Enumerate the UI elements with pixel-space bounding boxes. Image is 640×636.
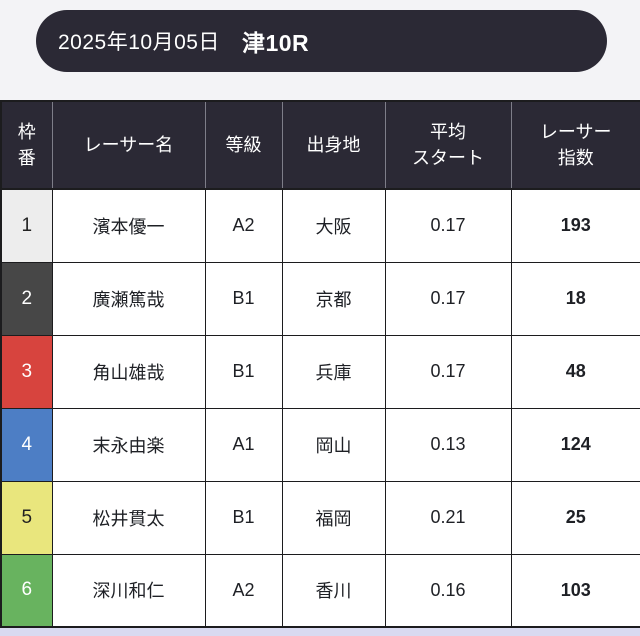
frame-number-cell: 2 xyxy=(0,261,53,336)
column-header-name: レーサー名 xyxy=(51,101,205,190)
avg-start-cell: 0.17 xyxy=(384,188,512,263)
racer-index-cell: 48 xyxy=(510,334,640,409)
origin-cell: 兵庫 xyxy=(281,334,386,409)
race-header: 2025年10月05日 津10R xyxy=(36,10,607,72)
grade-cell: B1 xyxy=(204,334,283,409)
column-header-racer-index: レーサー 指数 xyxy=(510,101,640,190)
avg-start-cell: 0.21 xyxy=(384,480,512,555)
grade-cell: A2 xyxy=(204,553,283,628)
avg-start-cell: 0.16 xyxy=(384,553,512,628)
table-row: 4 末永由楽 A1 岡山 0.13 124 xyxy=(0,407,640,482)
frame-number-cell: 6 xyxy=(0,553,53,628)
race-date: 2025年10月05日 xyxy=(58,31,220,54)
frame-number-cell: 4 xyxy=(0,407,53,482)
grade-cell: A1 xyxy=(204,407,283,482)
frame-number-cell: 1 xyxy=(0,188,53,263)
origin-cell: 大阪 xyxy=(281,188,386,263)
racer-index-cell: 193 xyxy=(510,188,640,263)
table-row: 6 深川和仁 A2 香川 0.16 103 xyxy=(0,553,640,628)
column-header-avg-start: 平均 スタート xyxy=(384,101,511,190)
grade-cell: A2 xyxy=(204,188,283,263)
racer-index-cell: 103 xyxy=(510,553,640,628)
avg-start-cell: 0.17 xyxy=(384,261,512,336)
racer-name-cell: 末永由楽 xyxy=(51,407,206,482)
race-title: 津10R xyxy=(241,30,310,56)
racer-name-cell: 松井貫太 xyxy=(51,480,206,555)
racer-name-cell: 角山雄哉 xyxy=(51,334,206,409)
racer-table-header: 枠 番 レーサー名 等級 出身地 平均 スタート レーサー 指数 xyxy=(1,101,640,190)
frame-number-cell: 3 xyxy=(0,334,53,409)
racer-name-cell: 濱本優一 xyxy=(51,188,206,263)
avg-start-cell: 0.17 xyxy=(384,334,512,409)
avg-start-cell: 0.13 xyxy=(384,407,512,482)
racer-name-cell: 廣瀬篤哉 xyxy=(51,261,206,336)
origin-cell: 京都 xyxy=(281,261,386,336)
table-row: 5 松井貫太 B1 福岡 0.21 25 xyxy=(0,480,640,555)
footer-strip xyxy=(0,628,640,636)
column-header-grade: 等級 xyxy=(204,101,282,190)
column-header-frame: 枠 番 xyxy=(1,101,52,190)
racer-index-cell: 25 xyxy=(510,480,640,555)
racer-index-cell: 18 xyxy=(510,261,640,336)
grade-cell: B1 xyxy=(204,480,283,555)
table-row: 1 濱本優一 A2 大阪 0.17 193 xyxy=(0,188,640,263)
origin-cell: 香川 xyxy=(281,553,386,628)
origin-cell: 福岡 xyxy=(281,480,386,555)
frame-number-cell: 5 xyxy=(0,480,53,555)
racer-index-cell: 124 xyxy=(510,407,640,482)
grade-cell: B1 xyxy=(204,261,283,336)
racer-table: 枠 番 レーサー名 等級 出身地 平均 スタート レーサー 指数 1 濱本優一 … xyxy=(0,100,640,628)
table-row: 3 角山雄哉 B1 兵庫 0.17 48 xyxy=(0,334,640,409)
column-header-origin: 出身地 xyxy=(281,101,385,190)
table-row: 2 廣瀬篤哉 B1 京都 0.17 18 xyxy=(0,261,640,336)
origin-cell: 岡山 xyxy=(281,407,386,482)
racer-name-cell: 深川和仁 xyxy=(51,553,206,628)
